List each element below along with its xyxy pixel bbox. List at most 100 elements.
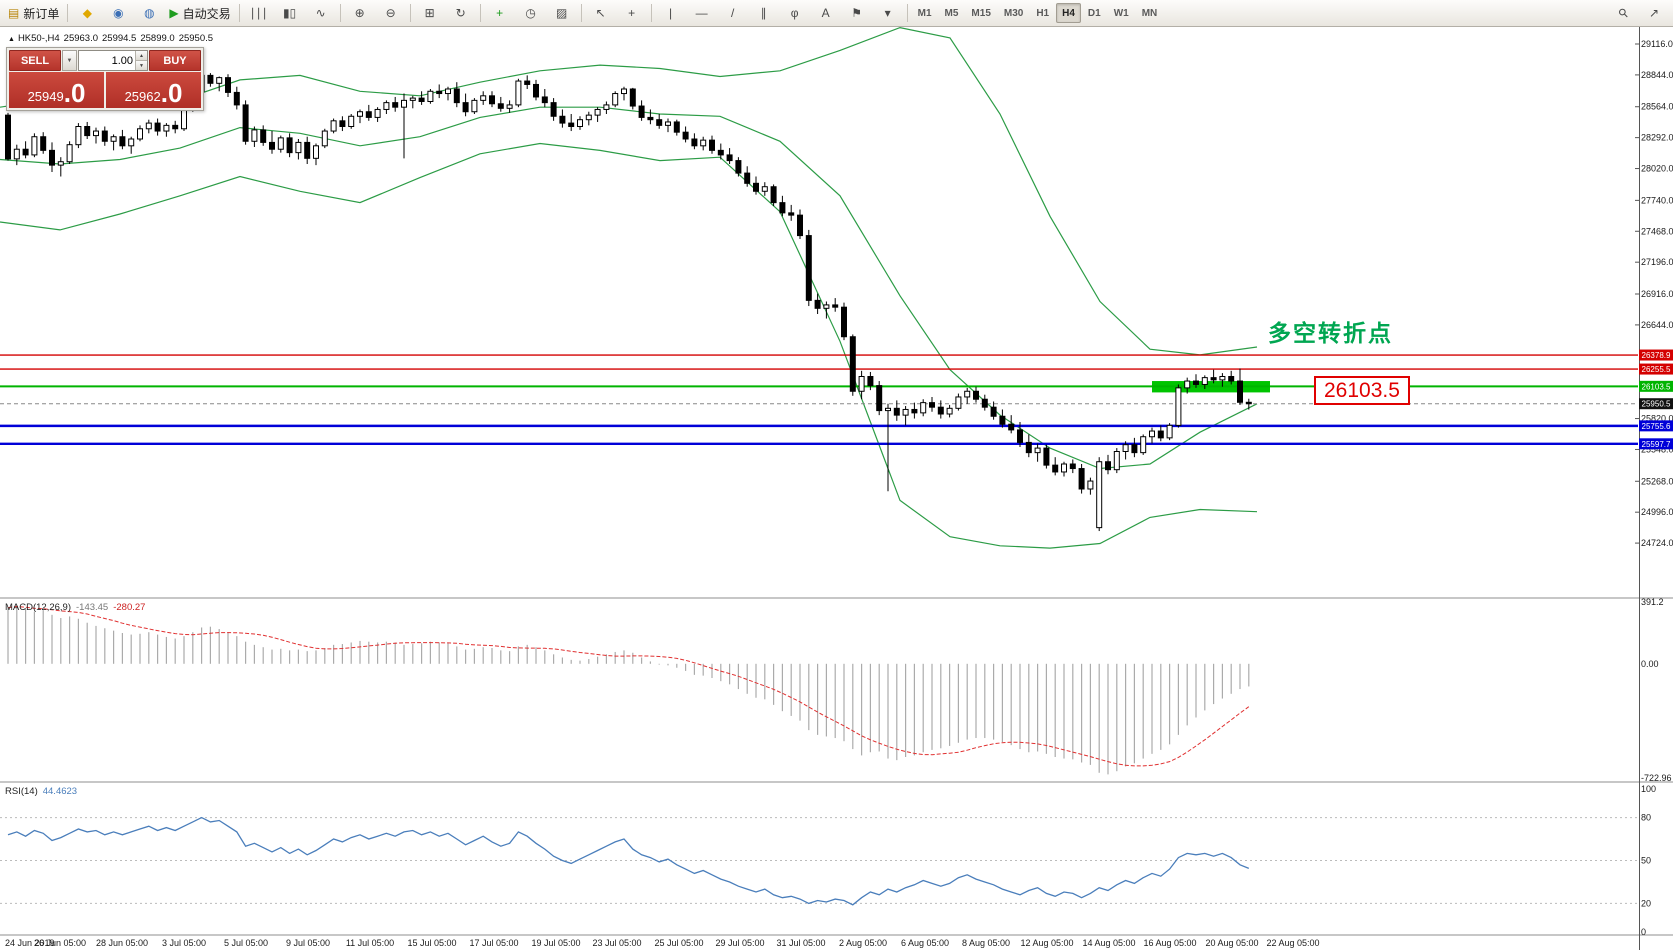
fibonacci-icon[interactable]: φ — [780, 1, 810, 25]
rsi-indicator-label: RSI(14) 44.4623 — [5, 786, 77, 797]
timeframe-W1[interactable]: W1 — [1113, 7, 1129, 19]
indicators-icon[interactable]: + — [485, 1, 515, 25]
vertical-line-icon[interactable]: | — [656, 1, 686, 25]
chart-canvas[interactable]: 29116.0 28844.0 28564.0 28292.0 28020.0 27740… — [0, 27, 1673, 950]
svg-text:24724.0: 24724.0 — [1641, 538, 1673, 548]
timeframe-D1[interactable]: D1 — [1087, 7, 1101, 19]
accounts-icon: ◉ — [113, 6, 124, 20]
channel-icon[interactable]: ∥ — [749, 1, 779, 25]
svg-text:26103.5: 26103.5 — [1642, 382, 1671, 391]
community-icon[interactable]: ◍ — [134, 1, 164, 25]
svg-text:23 Jul 05:00: 23 Jul 05:00 — [592, 938, 641, 948]
auto-trading-button[interactable]: ▶ 自动交易 — [165, 1, 234, 25]
svg-text:3 Jul 05:00: 3 Jul 05:00 — [162, 938, 206, 948]
toolbar-separator — [479, 4, 481, 22]
buy-price-main: 25962 — [124, 89, 161, 104]
tile-windows-icon: ⊞ — [424, 6, 435, 20]
svg-text:20: 20 — [1641, 898, 1651, 908]
new-order-button[interactable]: ▤ 新订单 — [4, 1, 63, 25]
svg-text:17 Jul 05:00: 17 Jul 05:00 — [469, 938, 518, 948]
svg-text:15 Jul 05:00: 15 Jul 05:00 — [407, 938, 456, 948]
text-icon: A — [821, 6, 830, 20]
cursor-icon: ↖ — [595, 6, 606, 20]
svg-text:29116.0: 29116.0 — [1641, 39, 1673, 49]
zoom-out-icon[interactable]: ⊖ — [376, 1, 406, 25]
templates-icon: ▨ — [555, 6, 568, 20]
search-icon[interactable]: ⚲ — [1608, 1, 1638, 25]
crosshair-icon[interactable]: + — [617, 1, 647, 25]
candlestick-chart-icon[interactable]: ▮▯ — [275, 1, 305, 25]
svg-text:25548.0: 25548.0 — [1641, 444, 1673, 454]
timeframe-H1[interactable]: H1 — [1036, 7, 1050, 19]
zoom-in-icon[interactable]: ⊕ — [345, 1, 375, 25]
auto-trading-button: ▶ — [169, 6, 179, 20]
timeframe-H4[interactable]: H4 — [1056, 3, 1081, 23]
auto-trading-button-label: 自动交易 — [182, 6, 231, 21]
svg-text:27740.0: 27740.0 — [1641, 195, 1673, 205]
svg-text:6 Aug 05:00: 6 Aug 05:00 — [901, 938, 949, 948]
toolbar: ▤ 新订单 ◆ ◉ ◍ ▶ 自动交易 ∣∣∣ ▮▯ ∿ ⊕ ⊖ ⊞ ↻ + ◷ ▨ ↖ + | — / ∥ φ A ⚑ ▾ M1 M5 M… — [0, 0, 1673, 27]
timeframe-M15[interactable]: M15 — [971, 7, 991, 19]
auto-scroll-icon[interactable]: ↻ — [446, 1, 476, 25]
rsi-name: RSI(14) — [5, 786, 38, 797]
buy-price-frac: .0 — [160, 78, 183, 108]
symbol-marker-icon: ▲ — [8, 36, 15, 43]
bar-chart-icon[interactable]: ∣∣∣ — [244, 1, 274, 25]
crosshair-icon: + — [628, 6, 636, 20]
svg-text:26916.0: 26916.0 — [1641, 289, 1673, 299]
timeframe-MN[interactable]: MN — [1141, 7, 1158, 19]
timeframe-M1[interactable]: M1 — [917, 7, 932, 19]
deposit-icon[interactable]: ◆ — [72, 1, 102, 25]
svg-text:31 Jul 05:00: 31 Jul 05:00 — [776, 938, 825, 948]
volume-spinner[interactable]: ▲ ▼ — [135, 51, 147, 70]
periods-icon[interactable]: ◷ — [516, 1, 546, 25]
toolbar-separator — [580, 4, 582, 22]
zoom-in-icon: ⊕ — [354, 6, 365, 20]
horizontal-line-icon: — — [695, 6, 708, 20]
sell-button[interactable]: SELL — [9, 50, 61, 71]
macd-indicator-label: MACD(12,26,9) -143.45 -280.27 — [5, 602, 145, 613]
accounts-icon[interactable]: ◉ — [103, 1, 133, 25]
timeframe-M5[interactable]: M5 — [944, 7, 959, 19]
macd-main-value: -143.45 — [76, 602, 109, 613]
ohlc-close: 25950.5 — [178, 33, 214, 44]
svg-text:26644.0: 26644.0 — [1641, 320, 1673, 330]
arrow-label-icon[interactable]: ⚑ — [842, 1, 872, 25]
trendline-icon[interactable]: / — [718, 1, 748, 25]
svg-text:26 Jun 05:00: 26 Jun 05:00 — [34, 938, 86, 948]
cursor-icon[interactable]: ↖ — [586, 1, 616, 25]
templates-icon[interactable]: ▨ — [547, 1, 577, 25]
shapes-dropdown-icon[interactable]: ▾ — [873, 1, 903, 25]
svg-text:16 Aug 05:00: 16 Aug 05:00 — [1143, 938, 1196, 948]
buy-button[interactable]: BUY — [149, 50, 201, 71]
volume-input[interactable] — [79, 51, 135, 70]
svg-text:391.2: 391.2 — [1641, 597, 1664, 607]
svg-text:24 Jun 2019: 24 Jun 2019 — [5, 938, 55, 948]
svg-text:28020.0: 28020.0 — [1641, 164, 1673, 174]
svg-text:19 Jul 05:00: 19 Jul 05:00 — [531, 938, 580, 948]
timeframe-M30[interactable]: M30 — [1003, 7, 1024, 19]
volume-down-icon[interactable]: ▼ — [136, 61, 147, 70]
svg-text:26378.9: 26378.9 — [1642, 351, 1671, 360]
zoom-out-icon: ⊖ — [385, 6, 396, 20]
trendline-icon: / — [730, 6, 735, 20]
volume-up-icon[interactable]: ▲ — [136, 51, 147, 61]
svg-text:8 Aug 05:00: 8 Aug 05:00 — [962, 938, 1010, 948]
line-chart-icon: ∿ — [315, 6, 326, 20]
order-type-dropdown[interactable]: ▼ — [62, 50, 77, 71]
tile-windows-icon[interactable]: ⊞ — [415, 1, 445, 25]
quick-nav-icon[interactable]: ↗ — [1639, 1, 1669, 25]
buy-price-display[interactable]: 25962.0 — [106, 72, 201, 108]
text-icon[interactable]: A — [811, 1, 841, 25]
sell-price-display[interactable]: 25949.0 — [9, 72, 104, 108]
quick-nav-icon: ↗ — [1648, 6, 1660, 20]
ohlc-high: 25994.5 — [102, 33, 137, 44]
chart-symbol: HK50-,H4 — [17, 33, 60, 44]
price-level-callout[interactable]: 26103.5 — [1314, 376, 1410, 405]
svg-text:0.00: 0.00 — [1641, 659, 1659, 669]
line-chart-icon[interactable]: ∿ — [306, 1, 336, 25]
svg-text:25950.5: 25950.5 — [1642, 400, 1671, 409]
turning-point-annotation[interactable]: 多空转折点 — [1268, 320, 1393, 346]
horizontal-line-icon[interactable]: — — [687, 1, 717, 25]
svg-text:14 Aug 05:00: 14 Aug 05:00 — [1082, 938, 1135, 948]
